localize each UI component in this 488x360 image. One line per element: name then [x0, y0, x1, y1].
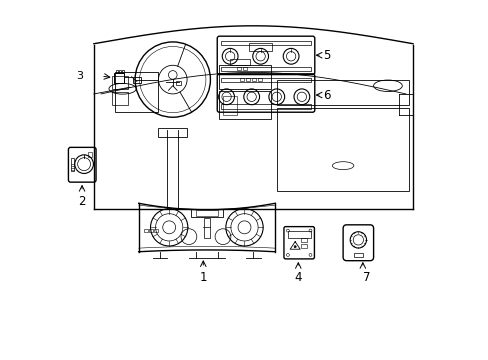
Bar	[353, 253, 362, 257]
Bar	[219, 65, 271, 89]
Bar	[252, 78, 255, 81]
Bar	[240, 78, 244, 81]
Bar	[221, 67, 310, 71]
Bar	[112, 76, 128, 89]
Bar	[115, 72, 158, 112]
Bar	[122, 70, 124, 73]
Bar	[236, 67, 241, 70]
Text: 4: 4	[294, 271, 302, 284]
Bar	[219, 91, 271, 119]
Text: 5: 5	[323, 49, 330, 62]
Bar	[221, 104, 310, 109]
Bar	[221, 41, 310, 45]
Bar	[276, 108, 408, 191]
Bar	[116, 70, 118, 73]
Bar	[301, 238, 306, 242]
Bar	[242, 67, 246, 70]
Bar	[112, 92, 128, 105]
Text: 7: 7	[362, 271, 369, 284]
Bar	[221, 78, 310, 82]
Bar	[149, 229, 153, 232]
Bar	[276, 80, 408, 105]
Bar	[158, 128, 187, 137]
Bar	[203, 219, 209, 238]
Bar	[133, 77, 141, 83]
Text: 2: 2	[78, 195, 85, 208]
Bar	[301, 244, 306, 248]
Bar	[246, 78, 249, 81]
Bar	[190, 210, 223, 217]
Text: 3: 3	[76, 71, 83, 81]
Bar	[287, 230, 310, 238]
Bar	[248, 43, 271, 51]
Circle shape	[293, 246, 296, 248]
Bar	[154, 229, 158, 232]
Bar	[113, 73, 123, 83]
Bar	[230, 59, 249, 65]
Bar	[70, 158, 74, 171]
Bar	[144, 229, 148, 232]
Bar	[119, 70, 121, 73]
Bar	[223, 96, 237, 116]
Bar	[258, 78, 262, 81]
Text: 6: 6	[323, 89, 330, 102]
Bar	[176, 81, 180, 85]
Bar	[88, 152, 92, 157]
Text: 1: 1	[199, 271, 206, 284]
Bar	[196, 210, 217, 216]
